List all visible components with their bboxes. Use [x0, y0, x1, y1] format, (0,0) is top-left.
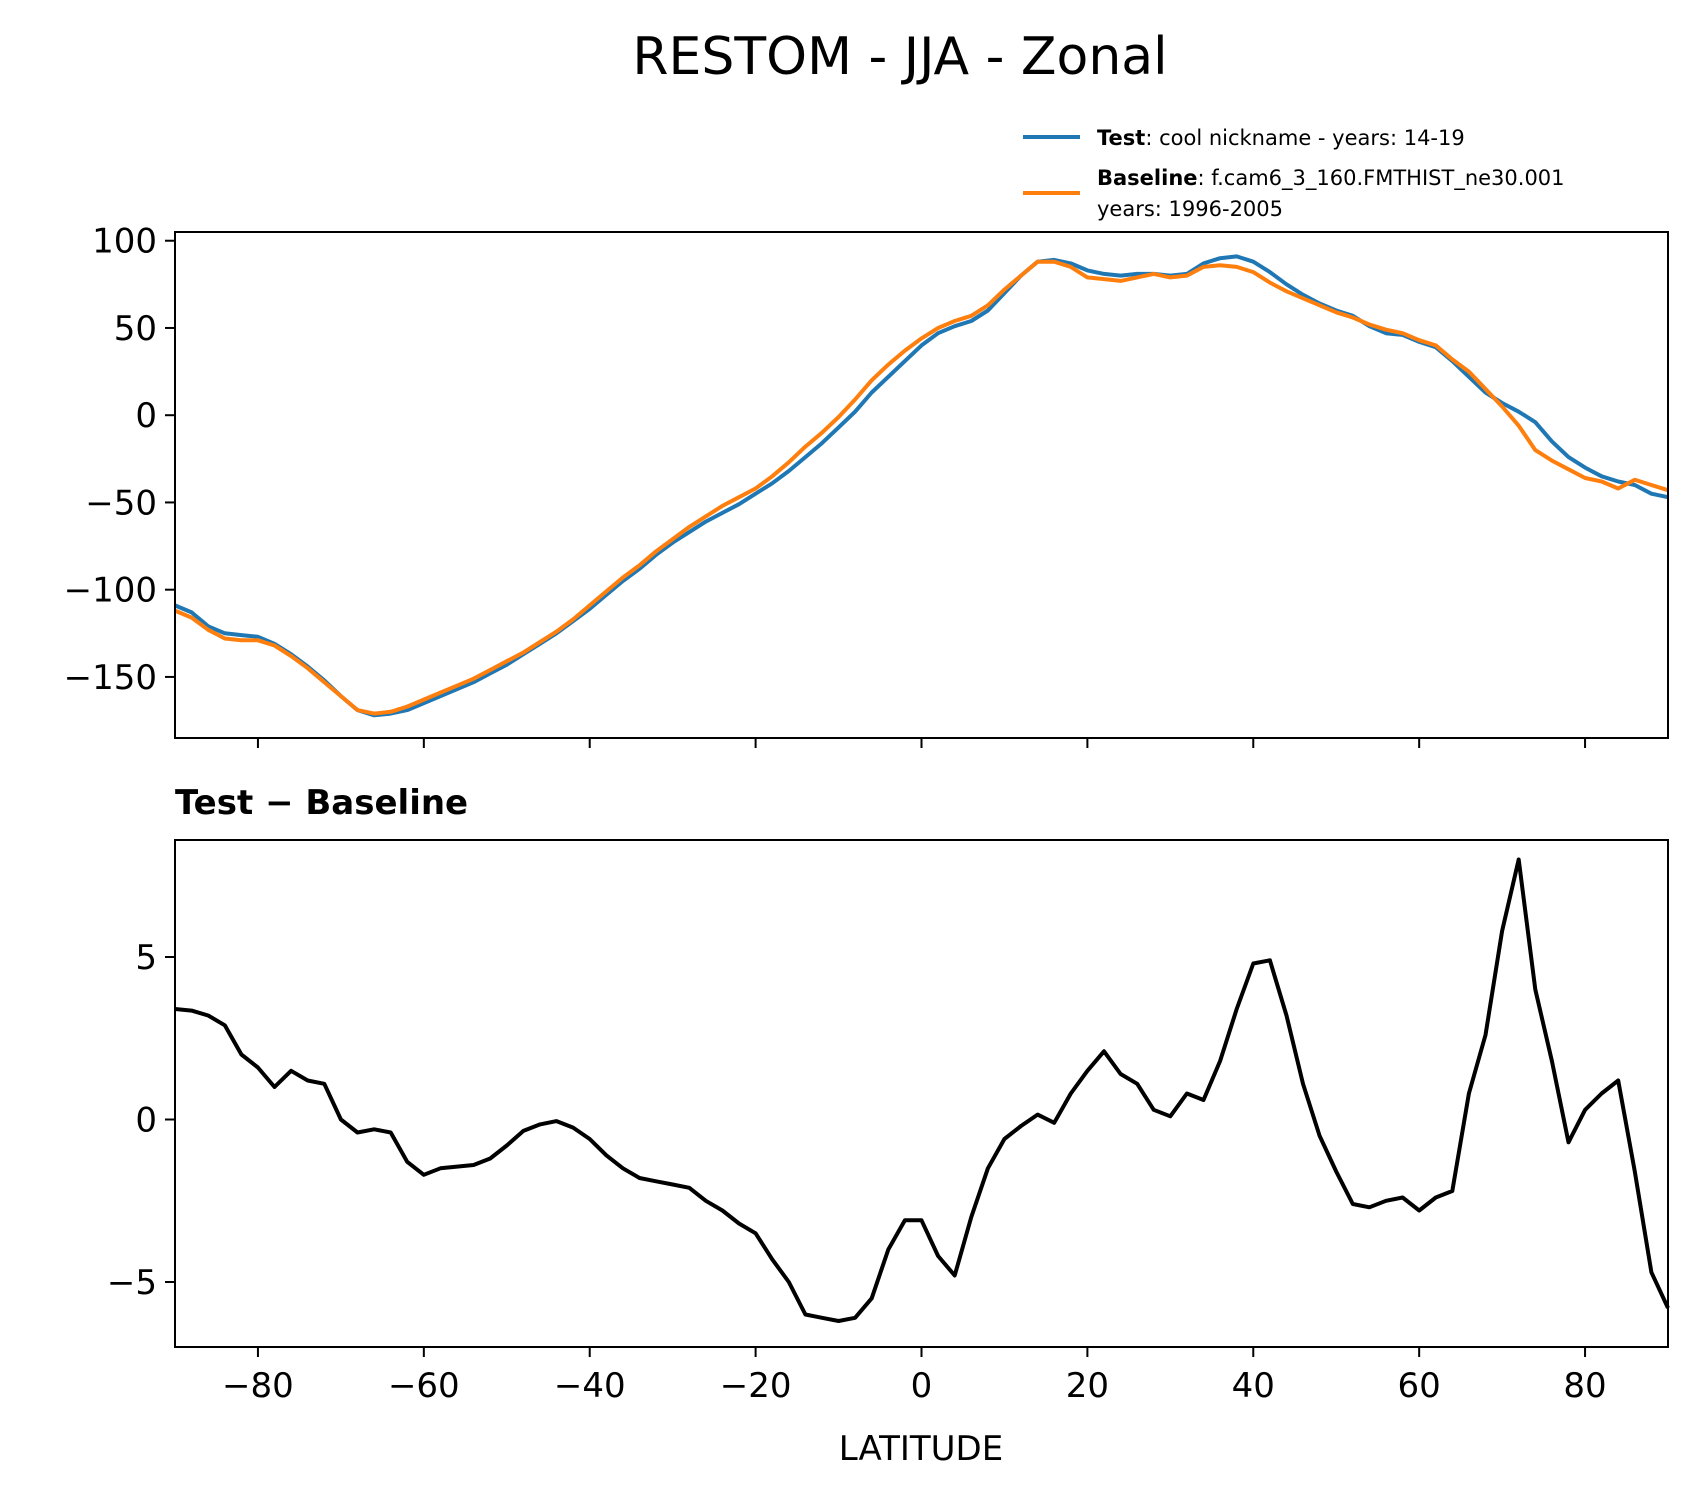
top-series-line-1	[174, 259, 1669, 716]
top-y-tick-label: −150	[64, 658, 157, 698]
top-plot-frame	[174, 231, 1669, 739]
bottom-panel-title: Test − Baseline	[175, 783, 468, 823]
bottom-x-tick-label: 20	[1066, 1366, 1109, 1406]
top-series-group	[174, 254, 1669, 718]
legend-name-test: Test	[1097, 126, 1145, 150]
top-y-tick-label: 50	[114, 309, 157, 349]
top-y-tick-label: 100	[92, 222, 157, 262]
bottom-series-group	[174, 857, 1670, 1323]
bottom-plot-frame	[174, 839, 1669, 1348]
bottom-y-tick-label: −5	[107, 1263, 157, 1303]
top-y-ticks: 100 50 0 −50 −100 −150	[64, 222, 175, 698]
bottom-x-tick-label: 40	[1232, 1366, 1275, 1406]
legend-name-baseline: Baseline	[1097, 166, 1198, 190]
bottom-y-ticks: 5 0 −5	[107, 938, 175, 1303]
bottom-y-tick-label: 5	[135, 938, 157, 978]
bottom-y-tick-label: 0	[135, 1101, 157, 1141]
legend-desc-test: : cool nickname - years: 14-19	[1145, 126, 1464, 150]
legend-entry-baseline: Baseline: f.cam6_3_160.FMTHIST_ne30.001	[1097, 166, 1565, 191]
top-x-ticks	[256, 738, 1587, 748]
bottom-x-tick-label: −80	[222, 1366, 294, 1406]
bottom-x-tick-label: 80	[1563, 1366, 1606, 1406]
x-axis-label: LATITUDE	[839, 1429, 1003, 1469]
top-y-tick-label: 0	[135, 396, 157, 436]
bottom-x-tick-label: 60	[1398, 1366, 1441, 1406]
bottom-x-tick-label: 0	[911, 1366, 933, 1406]
legend-desc2-baseline: years: 1996-2005	[1097, 197, 1283, 221]
bottom-panel: 5 0 −5 −80 −60 −40 −20 0 20 40 60 80	[107, 839, 1670, 1406]
legend-entry-test: Test: cool nickname - years: 14-19	[1097, 126, 1465, 150]
top-panel: 100 50 0 −50 −100 −150	[64, 222, 1669, 748]
top-series-line-0	[174, 254, 1669, 718]
top-y-tick-label: −50	[85, 483, 157, 523]
bottom-x-tick-label: −40	[554, 1366, 626, 1406]
bottom-x-tick-label: −20	[720, 1366, 792, 1406]
top-y-tick-label: −100	[64, 571, 157, 611]
legend: Test: cool nickname - years: 14-19 Basel…	[1023, 126, 1565, 221]
bottom-x-tick-label: −60	[388, 1366, 460, 1406]
bottom-series-line-0	[174, 857, 1670, 1323]
bottom-x-ticks: −80 −60 −40 −20 0 20 40 60 80	[222, 1347, 1607, 1406]
figure-title: RESTOM - JJA - Zonal	[632, 27, 1167, 87]
legend-desc-baseline: : f.cam6_3_160.FMTHIST_ne30.001	[1198, 166, 1565, 191]
